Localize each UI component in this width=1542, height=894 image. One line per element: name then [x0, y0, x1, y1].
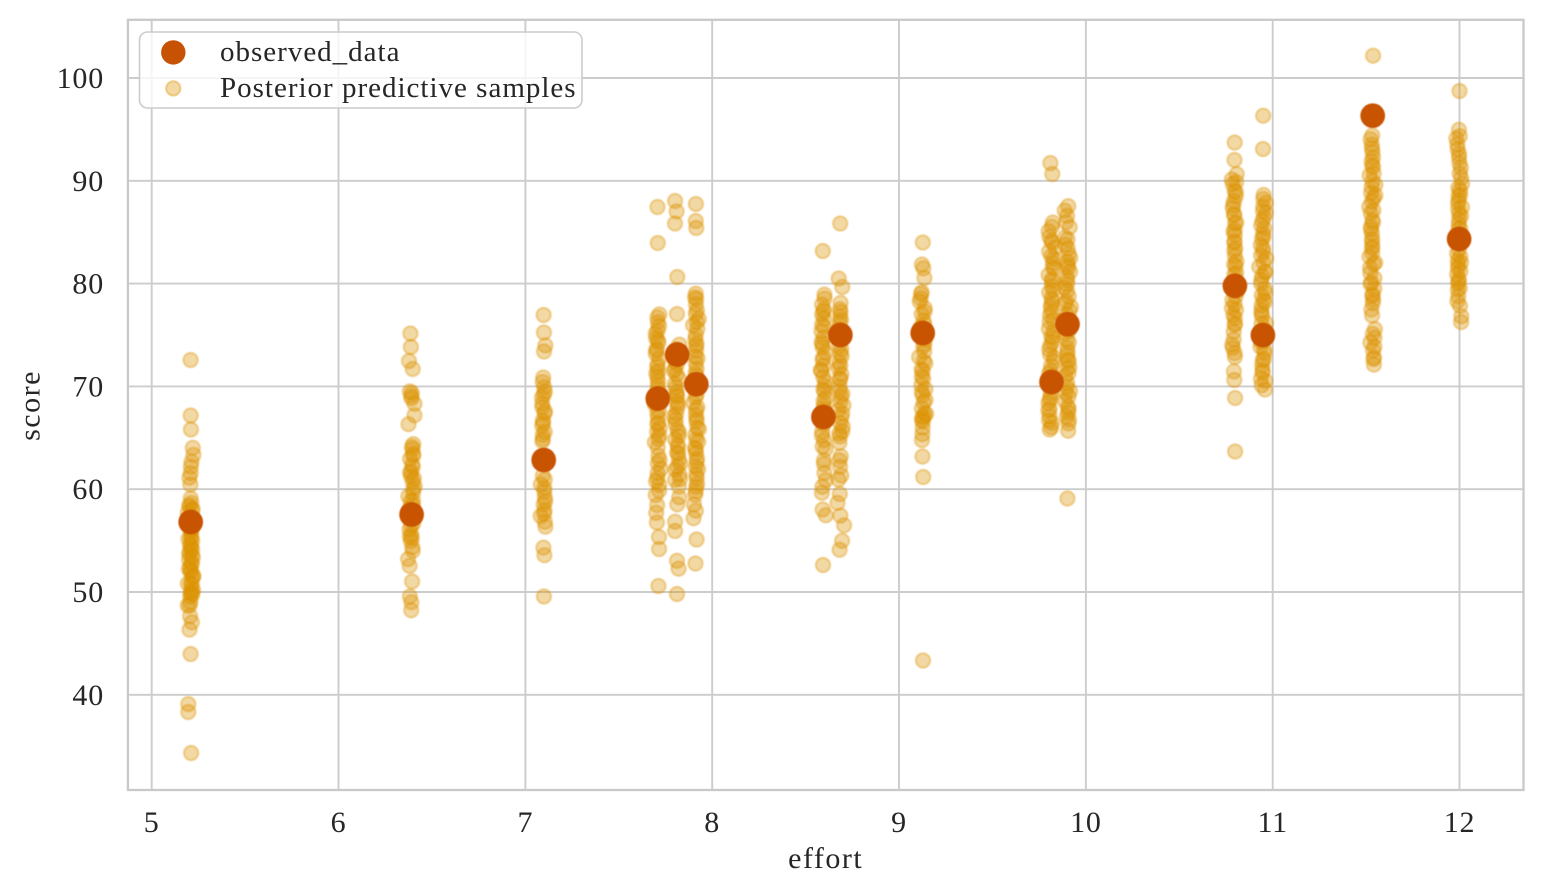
svg-text:80: 80: [72, 268, 104, 301]
svg-text:Posterior predictive samples: Posterior predictive samples: [220, 72, 577, 104]
svg-text:11: 11: [1257, 806, 1288, 839]
svg-text:7: 7: [517, 806, 533, 839]
svg-text:5: 5: [144, 806, 160, 839]
svg-text:50: 50: [72, 576, 104, 609]
svg-text:effort: effort: [788, 842, 863, 875]
svg-text:10: 10: [1070, 806, 1102, 839]
svg-text:8: 8: [704, 806, 720, 839]
svg-text:9: 9: [891, 806, 907, 839]
svg-text:90: 90: [72, 165, 104, 198]
svg-text:score: score: [14, 370, 47, 441]
svg-text:60: 60: [72, 473, 104, 506]
svg-text:40: 40: [72, 679, 104, 712]
svg-text:6: 6: [331, 806, 347, 839]
svg-text:observed_data: observed_data: [220, 36, 401, 68]
svg-text:12: 12: [1444, 806, 1476, 839]
svg-text:100: 100: [57, 62, 104, 95]
svg-text:70: 70: [72, 370, 104, 403]
